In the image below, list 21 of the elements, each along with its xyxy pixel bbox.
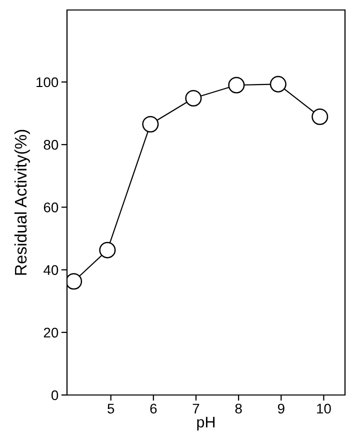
y-axis-title: Residual Activity(%)	[14, 130, 30, 275]
point	[312, 108, 328, 125]
point	[185, 90, 202, 107]
y-tick-label: 20	[44, 328, 58, 338]
point	[142, 116, 159, 133]
x-tick-label: 8	[235, 404, 242, 414]
x-tick-label: 10	[317, 404, 331, 414]
y-tick-label: 60	[44, 202, 58, 212]
x-tick-label: 7	[192, 404, 200, 414]
y-tick-label: 80	[44, 140, 58, 150]
x-tick-label: 5	[108, 404, 114, 414]
y-tick-label: 40	[44, 265, 58, 275]
y-tick-label: 100	[36, 77, 58, 88]
x-axis-title: pH	[197, 416, 215, 431]
y-tick-label: 0	[51, 390, 58, 400]
x-tick-label: 6	[150, 404, 157, 414]
point	[99, 242, 116, 258]
point	[228, 76, 245, 94]
point	[270, 76, 286, 92]
x-tick-label: 9	[278, 404, 284, 414]
point	[67, 273, 82, 290]
